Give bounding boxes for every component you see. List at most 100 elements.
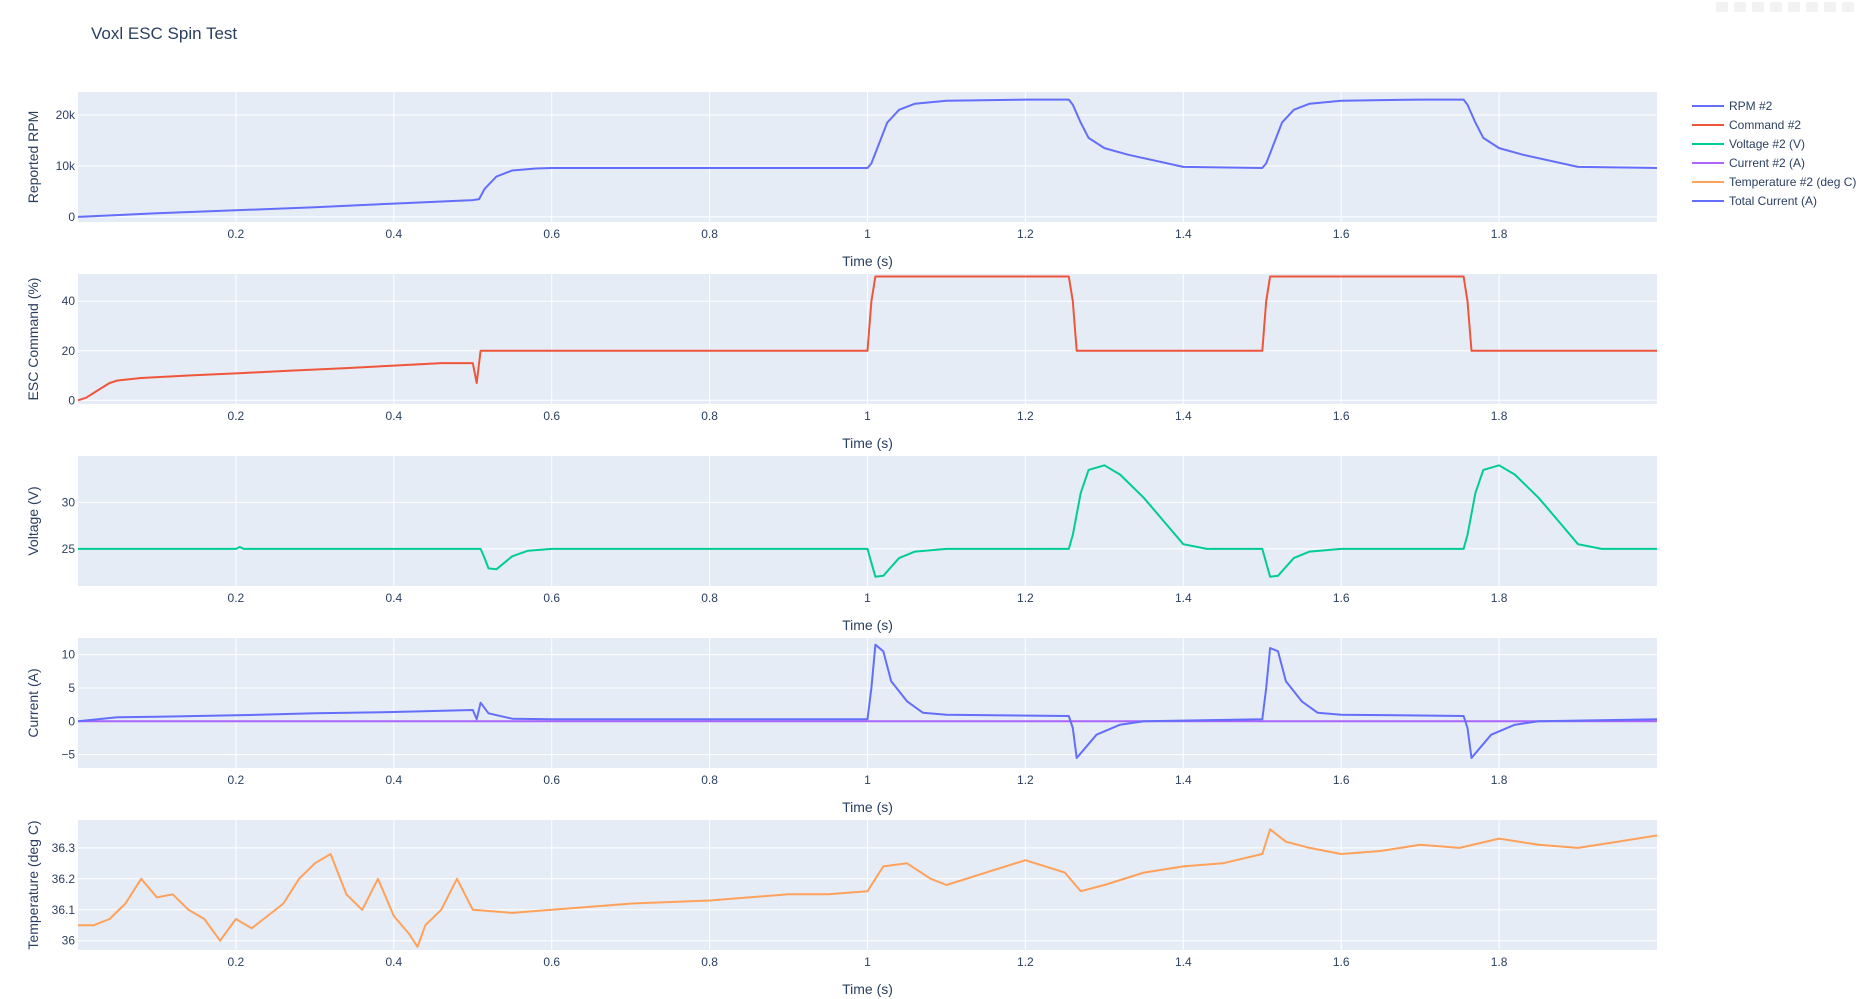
x-tick-label: 0.6	[543, 227, 560, 241]
modebar-autoscale-icon[interactable]	[1806, 2, 1818, 12]
x-tick-label: 0.4	[385, 409, 402, 423]
series-line-total-current-a[interactable]	[77, 643, 1658, 759]
y-tick-label: 36.1	[52, 903, 76, 917]
y-axis-label: ESC Command (%)	[25, 278, 41, 401]
x-tick-label: 1	[864, 227, 871, 241]
x-tick-label: 1.2	[1017, 409, 1034, 423]
legend-label: RPM #2	[1729, 99, 1773, 113]
x-tick-label: 0.6	[543, 773, 560, 787]
series-line-voltage-2-v[interactable]	[78, 464, 1657, 578]
series-line-rpm-2[interactable]	[77, 98, 1658, 218]
subplot-4: 0.2 0.4 0.6 0.8 1 1.2 1.4 1.6 1.8 −5 0 5 10 Time (s) C…	[25, 638, 1658, 815]
x-tick-label: 1.2	[1017, 227, 1034, 241]
chart-title: Voxl ESC Spin Test	[91, 24, 238, 43]
x-tick-label: 0.4	[385, 591, 402, 605]
y-tick-label: 36	[62, 934, 76, 948]
x-tick-label: 1.6	[1333, 773, 1350, 787]
modebar-logo-icon	[1842, 2, 1854, 12]
x-tick-label: 1.4	[1175, 955, 1192, 969]
modebar-zoom-in-icon[interactable]	[1770, 2, 1782, 12]
x-tick-label: 1.8	[1491, 591, 1508, 605]
legend-item[interactable]: Total Current (A)	[1692, 194, 1817, 208]
x-tick-label: 0.2	[228, 955, 245, 969]
x-tick-label: 0.8	[701, 955, 718, 969]
x-tick-label: 0.2	[228, 591, 245, 605]
legend-label: Command #2	[1729, 118, 1801, 132]
legend-item[interactable]: Voltage #2 (V)	[1692, 137, 1805, 151]
modebar-camera-icon[interactable]	[1716, 2, 1728, 12]
subplot-2: 0.2 0.4 0.6 0.8 1 1.2 1.4 1.6 1.8 0 20 40 Time (s) ES…	[25, 274, 1657, 451]
modebar-pan-icon[interactable]	[1752, 2, 1764, 12]
x-axis-label: Time (s)	[842, 799, 893, 815]
y-axis-label: Current (A)	[25, 668, 41, 737]
legend-item[interactable]: Current #2 (A)	[1692, 156, 1805, 170]
x-tick-label: 0.8	[701, 591, 718, 605]
legend-item[interactable]: Command #2	[1692, 118, 1801, 132]
x-tick-label: 1.8	[1491, 409, 1508, 423]
y-tick-label: 5	[68, 681, 75, 695]
x-tick-label: 0.2	[228, 409, 245, 423]
y-tick-label: −5	[61, 748, 75, 762]
legend-label: Total Current (A)	[1729, 194, 1817, 208]
y-tick-label: 30	[62, 495, 76, 509]
legend-item[interactable]: RPM #2	[1692, 99, 1773, 113]
x-tick-label: 0.8	[701, 409, 718, 423]
series-line-temperature-2-deg-c[interactable]	[78, 828, 1658, 948]
x-tick-label: 0.2	[228, 773, 245, 787]
x-tick-label: 0.6	[543, 409, 560, 423]
x-tick-label: 1	[864, 409, 871, 423]
legend-item[interactable]: Temperature #2 (deg C)	[1692, 175, 1856, 189]
y-tick-label: 0	[68, 210, 75, 224]
y-tick-label: 0	[68, 714, 75, 728]
x-tick-label: 0.8	[701, 773, 718, 787]
y-tick-label: 0	[68, 393, 75, 407]
y-tick-label: 10k	[56, 159, 76, 173]
subplot-5: 0.2 0.4 0.6 0.8 1 1.2 1.4 1.6 1.8 36 36.1 36.2 36.3 T…	[25, 820, 1658, 997]
series-line-command-2[interactable]	[77, 275, 1657, 402]
y-axis-label: Reported RPM	[25, 111, 41, 204]
x-tick-label: 0.8	[701, 227, 718, 241]
x-tick-label: 1.4	[1175, 773, 1192, 787]
x-tick-label: 1.6	[1333, 409, 1350, 423]
x-tick-label: 1	[864, 955, 871, 969]
y-tick-label: 20	[62, 344, 76, 358]
modebar-zoom-out-icon[interactable]	[1788, 2, 1800, 12]
y-tick-label: 25	[62, 542, 76, 556]
x-tick-label: 1	[864, 591, 871, 605]
x-tick-label: 1.8	[1491, 227, 1508, 241]
x-tick-label: 1.8	[1491, 955, 1508, 969]
y-axis-label: Voltage (V)	[25, 486, 41, 555]
x-tick-label: 0.6	[543, 955, 560, 969]
x-tick-label: 0.4	[385, 773, 402, 787]
legend-label: Current #2 (A)	[1729, 156, 1805, 170]
x-tick-label: 1.4	[1175, 409, 1192, 423]
x-tick-label: 1.4	[1175, 591, 1192, 605]
x-axis-label: Time (s)	[842, 617, 893, 633]
x-tick-label: 1.2	[1017, 591, 1034, 605]
subplot-3: 0.2 0.4 0.6 0.8 1 1.2 1.4 1.6 1.8 25 30 Time (s) Vol…	[25, 456, 1657, 633]
y-tick-label: 10	[62, 648, 76, 662]
y-tick-label: 20k	[56, 108, 76, 122]
y-tick-label: 36.3	[52, 841, 76, 855]
modebar-zoom-icon[interactable]	[1734, 2, 1746, 12]
modebar[interactable]	[1716, 2, 1854, 12]
x-tick-label: 1	[864, 773, 871, 787]
x-tick-label: 1.6	[1333, 591, 1350, 605]
legend-label: Voltage #2 (V)	[1729, 137, 1805, 151]
legend[interactable]: RPM #2 Command #2 Voltage #2 (V) Current #2…	[1692, 99, 1856, 208]
subplot-1: 0.2 0.4 0.6 0.8 1 1.2 1.4 1.6 1.8 0 10k 20k Time (s)…	[25, 92, 1658, 269]
x-tick-label: 0.2	[228, 227, 245, 241]
x-axis-label: Time (s)	[842, 981, 893, 997]
x-tick-label: 1.6	[1333, 955, 1350, 969]
modebar-reset-icon[interactable]	[1824, 2, 1836, 12]
x-tick-label: 1.2	[1017, 955, 1034, 969]
legend-label: Temperature #2 (deg C)	[1729, 175, 1856, 189]
x-tick-label: 0.6	[543, 591, 560, 605]
x-axis-label: Time (s)	[842, 435, 893, 451]
x-tick-label: 1.8	[1491, 773, 1508, 787]
x-tick-label: 0.4	[385, 955, 402, 969]
y-tick-label: 40	[62, 294, 76, 308]
x-tick-label: 1.4	[1175, 227, 1192, 241]
